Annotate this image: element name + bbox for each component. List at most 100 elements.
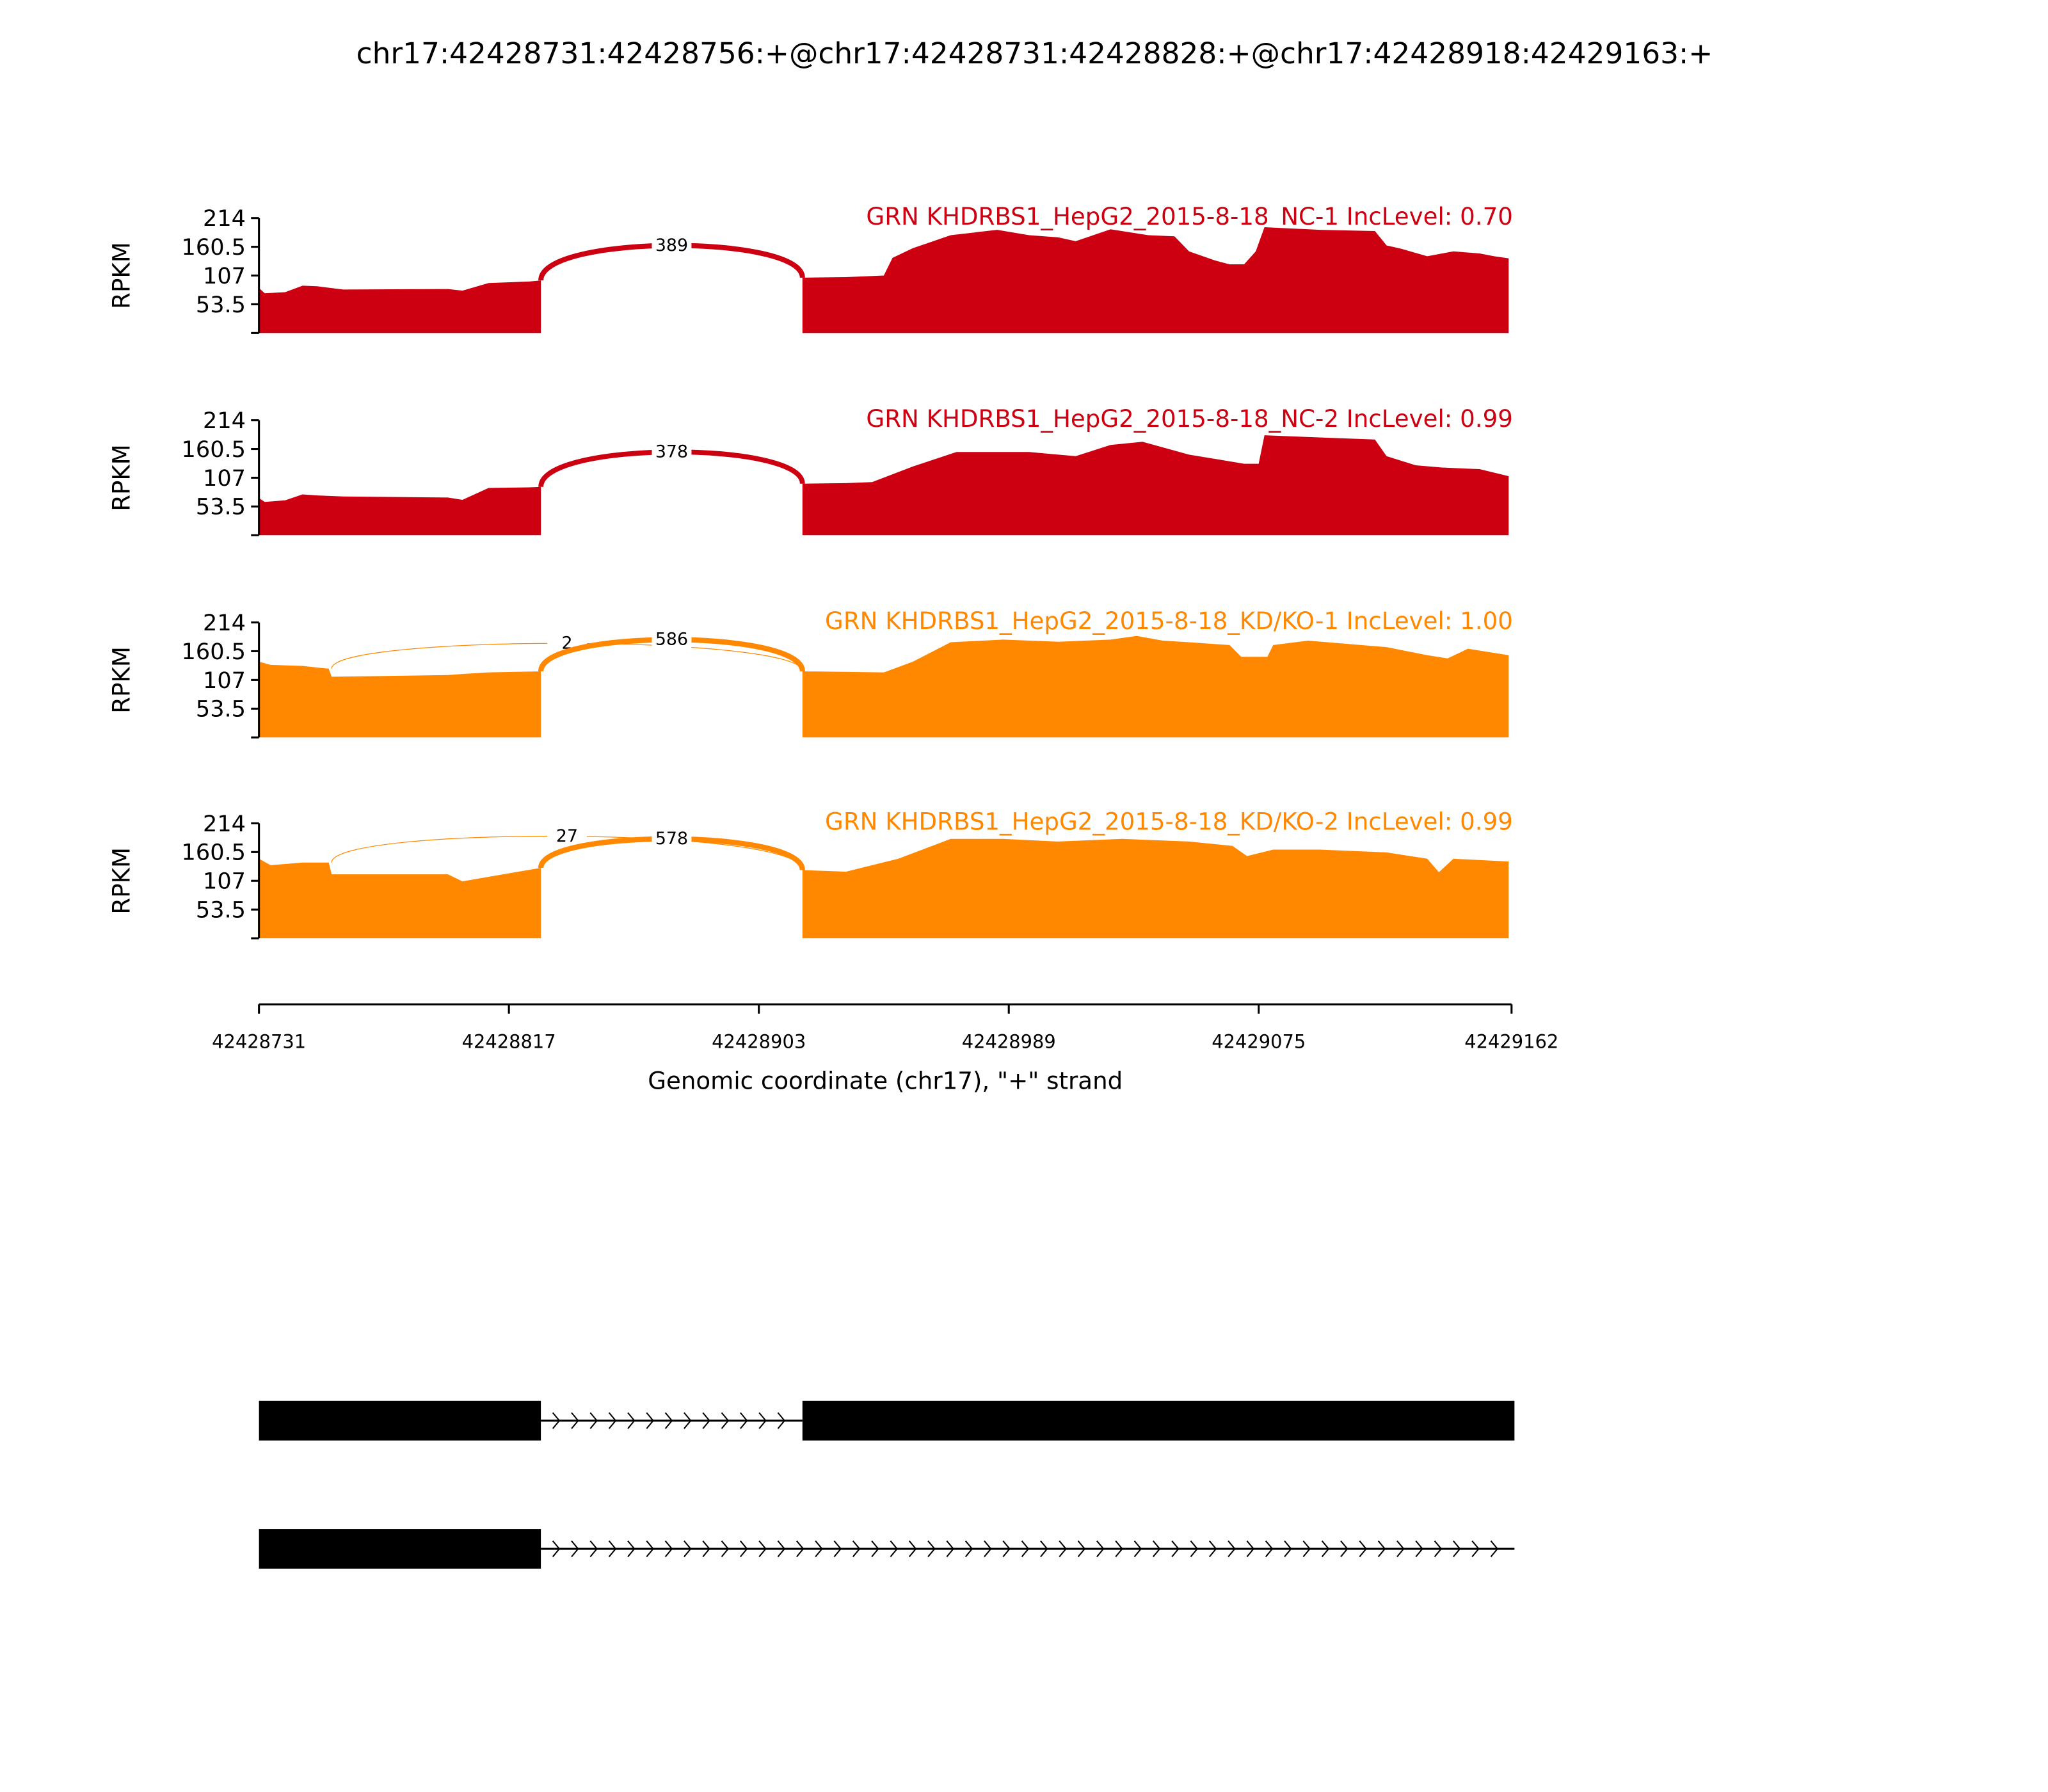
strand-arrow-icon: [702, 1412, 710, 1429]
coverage-area: [802, 227, 1509, 333]
x-tick-label: 42428817: [462, 1030, 556, 1052]
exon-block: [259, 1400, 541, 1441]
strand-arrow-icon: [721, 1540, 730, 1558]
strand-arrow-icon: [608, 1412, 617, 1429]
strand-arrow-icon: [1040, 1540, 1048, 1558]
gene-models: [259, 1400, 1515, 1569]
junction-label-bg: [652, 827, 692, 850]
x-tick-label: 42428903: [712, 1030, 806, 1052]
strand-arrow-icon: [1021, 1540, 1030, 1558]
strand-arrow-icon: [1359, 1540, 1367, 1558]
y-tick-label: 160.5: [182, 639, 246, 665]
junction-label-bg: [547, 824, 587, 847]
transcript-1: [259, 1400, 1515, 1441]
strand-arrow-icon: [1115, 1540, 1123, 1558]
strand-arrow-icon: [758, 1540, 767, 1558]
coverage-area: [259, 661, 541, 738]
strand-arrow-icon: [684, 1540, 692, 1558]
y-tick-label: 107: [203, 465, 246, 492]
sample-label: GRN KHDRBS1_HepG2_2015-8-18_KD/KO-2 IncL…: [825, 808, 1513, 836]
strand-arrow-icon: [1340, 1540, 1348, 1558]
sample-label: GRN KHDRBS1_HepG2_2015-8-18_NC-1 IncLeve…: [866, 203, 1512, 230]
junction-label-bg: [652, 440, 692, 463]
y-tick-label: 214: [203, 811, 246, 837]
strand-arrow-icon: [1077, 1540, 1086, 1558]
y-tick-label: 53.5: [196, 292, 246, 318]
strand-arrow-icon: [589, 1412, 598, 1429]
strand-arrow-icon: [1396, 1540, 1405, 1558]
strand-arrow-icon: [1171, 1540, 1180, 1558]
y-tick-label: 53.5: [196, 494, 246, 520]
strand-arrow-icon: [664, 1412, 673, 1429]
junction-count: 578: [655, 829, 688, 849]
strand-arrow-icon: [702, 1540, 710, 1558]
strand-arrow-icon: [815, 1540, 823, 1558]
strand-arrow-icon: [646, 1540, 654, 1558]
sample-label: GRN KHDRBS1_HepG2_2015-8-18_NC-2 IncLeve…: [866, 405, 1512, 433]
strand-arrow-icon: [1321, 1540, 1330, 1558]
strand-arrow-icon: [1096, 1540, 1105, 1558]
strand-arrow-icon: [1246, 1540, 1255, 1558]
strand-arrow-icon: [1302, 1540, 1311, 1558]
transcript-2: [259, 1529, 1515, 1569]
y-tick-label: 214: [203, 408, 246, 434]
y-tick-label: 107: [203, 868, 246, 895]
y-tick-label: 107: [203, 668, 246, 694]
strand-arrow-icon: [721, 1412, 730, 1429]
strand-arrow-icon: [627, 1412, 636, 1429]
y-tick-label: 107: [203, 263, 246, 289]
strand-arrow-icon: [984, 1540, 992, 1558]
strand-arrow-icon: [608, 1540, 617, 1558]
strand-arrow-icon: [1377, 1540, 1386, 1558]
strand-arrow-icon: [796, 1540, 804, 1558]
strand-arrow-icon: [946, 1540, 955, 1558]
coverage-area: [802, 636, 1509, 738]
coverage-area: [802, 838, 1509, 939]
strand-arrow-icon: [552, 1540, 561, 1558]
y-tick-label: 160.5: [182, 840, 246, 866]
y-axis-label: RPKM: [108, 847, 135, 915]
y-axis-label: RPKM: [108, 646, 135, 714]
x-tick-label: 42429075: [1212, 1030, 1306, 1052]
strand-arrow-icon: [758, 1412, 767, 1429]
y-axis-label: RPKM: [108, 444, 135, 511]
strand-arrow-icon: [927, 1540, 936, 1558]
junction-count: 586: [655, 630, 688, 650]
x-tick-label: 42428989: [962, 1030, 1056, 1052]
x-tick-label: 42428731: [212, 1030, 306, 1052]
strand-arrow-icon: [1059, 1540, 1067, 1558]
coverage-area: [802, 435, 1509, 536]
x-axis-label: Genomic coordinate (chr17), "+" strand: [648, 1067, 1123, 1094]
strand-arrow-icon: [589, 1540, 598, 1558]
junction-label-bg: [652, 233, 692, 257]
y-tick-label: 53.5: [196, 696, 246, 723]
x-tick-label: 42429162: [1464, 1030, 1558, 1052]
strand-arrow-icon: [1190, 1540, 1199, 1558]
strand-arrow-icon: [684, 1412, 692, 1429]
exon-block: [802, 1400, 1515, 1441]
strand-arrow-icon: [908, 1540, 917, 1558]
strand-arrow-icon: [964, 1540, 973, 1558]
strand-arrow-icon: [890, 1540, 899, 1558]
strand-arrow-icon: [833, 1540, 842, 1558]
exon-block: [259, 1529, 541, 1569]
y-axis-label: RPKM: [108, 242, 135, 309]
strand-arrow-icon: [1228, 1540, 1236, 1558]
coverage-area: [259, 858, 541, 939]
junction-count: 378: [655, 442, 688, 461]
strand-arrow-icon: [852, 1540, 861, 1558]
x-axis: 42428731 42428817 42428903 42428989 42429075…: [212, 1003, 1558, 1052]
junction-count: 27: [556, 826, 578, 846]
strand-arrow-icon: [1415, 1540, 1423, 1558]
strand-arrow-icon: [571, 1412, 579, 1429]
coverage-area: [259, 280, 541, 333]
coverage-area: [259, 486, 541, 536]
y-tick-label: 214: [203, 205, 246, 232]
strand-arrow-icon: [1208, 1540, 1217, 1558]
strand-arrow-icon: [552, 1412, 561, 1429]
chart-title: chr17:42428731:42428756:+@chr17:42428731…: [356, 36, 1713, 70]
strand-arrow-icon: [740, 1540, 748, 1558]
strand-arrow-icon: [777, 1540, 786, 1558]
